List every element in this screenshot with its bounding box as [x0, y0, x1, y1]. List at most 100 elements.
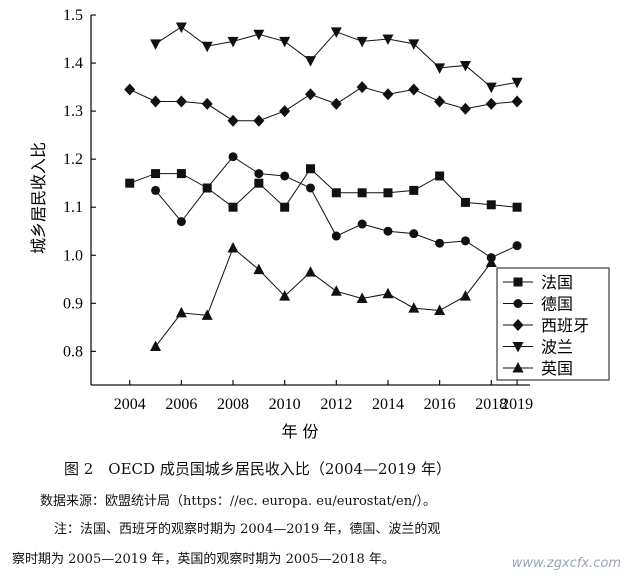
- legend-marker: [513, 277, 523, 287]
- series-line: [155, 247, 492, 347]
- data-point: [383, 188, 393, 198]
- x-tick-label: 2014: [372, 396, 404, 413]
- figure-caption: 图 2 OECD 成员国城乡居民收入比（2004—2019 年）: [64, 460, 451, 478]
- data-point: [305, 88, 316, 101]
- data-point: [151, 185, 161, 195]
- x-tick-label: 2006: [165, 396, 197, 413]
- data-point: [460, 236, 470, 246]
- data-point: [511, 77, 523, 89]
- legend-marker: [512, 362, 524, 373]
- data-point: [125, 178, 135, 188]
- x-axis-label: 年 份: [281, 422, 318, 441]
- data-point: [202, 183, 212, 193]
- data-point: [357, 188, 367, 198]
- x-tick-label: 2016: [424, 396, 456, 413]
- data-point: [459, 60, 471, 72]
- y-tick-label: 1.3: [63, 103, 83, 120]
- data-point: [511, 95, 523, 108]
- data-point: [434, 95, 446, 108]
- data-point: [279, 290, 291, 301]
- data-point: [150, 340, 162, 352]
- data-point: [280, 171, 290, 181]
- data-point: [485, 82, 497, 94]
- data-point: [227, 36, 239, 48]
- data-point: [150, 95, 162, 108]
- data-point: [382, 287, 394, 299]
- y-tick-label: 1.2: [63, 151, 83, 168]
- data-point: [460, 197, 470, 207]
- legend-label: 西班牙: [541, 316, 589, 335]
- data-point: [435, 171, 445, 181]
- data-point: [253, 263, 265, 275]
- data-point: [383, 226, 393, 236]
- data-point: [408, 83, 420, 96]
- data-point: [435, 238, 445, 248]
- note-text-line-2: 察时期为 2005—2019 年，英国的观察时期为 2005—2018 年。: [12, 552, 395, 567]
- data-point: [254, 178, 264, 188]
- data-point: [306, 164, 315, 174]
- data-point: [254, 169, 264, 179]
- data-point: [459, 290, 471, 301]
- watermark-text: www.zgxcfx.com: [511, 556, 621, 571]
- data-point: [227, 114, 239, 127]
- legend-label: 法国: [541, 273, 573, 292]
- data-point: [356, 36, 368, 48]
- data-point: [228, 152, 238, 162]
- data-point: [330, 97, 342, 110]
- data-point: [227, 242, 239, 253]
- data-point: [253, 114, 265, 127]
- data-point: [408, 302, 420, 313]
- legend-label: 波兰: [541, 338, 573, 357]
- data-point: [279, 105, 291, 118]
- data-point: [382, 88, 394, 101]
- data-point: [485, 256, 497, 267]
- data-point: [434, 304, 446, 316]
- y-tick-label: 1.5: [63, 7, 83, 24]
- data-point: [356, 81, 368, 94]
- data-point: [280, 202, 290, 212]
- data-point: [331, 231, 341, 241]
- x-tick-label: 2019: [501, 396, 533, 413]
- y-tick-label: 1.0: [63, 247, 83, 264]
- y-axis-label: 城乡居民收入比: [29, 142, 48, 254]
- data-point: [228, 202, 238, 212]
- data-point: [201, 41, 213, 53]
- data-point: [253, 29, 265, 41]
- x-tick-label: 2008: [217, 396, 249, 413]
- data-point: [330, 285, 342, 296]
- data-point: [176, 169, 186, 179]
- x-tick-label: 2018: [475, 396, 507, 413]
- series-line: [129, 168, 518, 208]
- legend-label: 英国: [541, 359, 573, 378]
- data-point: [434, 63, 446, 74]
- data-point: [279, 36, 291, 48]
- data-point: [356, 292, 368, 304]
- legend-label: 德国: [541, 295, 573, 314]
- data-point: [382, 34, 394, 46]
- series-triangle-up: [150, 242, 497, 352]
- data-point: [305, 56, 316, 67]
- legend-marker: [513, 299, 523, 308]
- series-triangle-down: [150, 22, 523, 94]
- x-tick-label: 2010: [269, 396, 301, 413]
- data-point: [150, 39, 162, 50]
- data-point: [201, 309, 213, 320]
- series-line: [129, 86, 518, 122]
- note-text-line-1: 注：法国、西班牙的观察时期为 2004—2019 年，德国、波兰的观: [54, 522, 441, 537]
- data-point: [357, 219, 367, 229]
- data-point: [176, 217, 186, 227]
- data-point: [201, 97, 213, 110]
- data-point: [175, 22, 187, 34]
- series-square: [125, 164, 522, 212]
- y-tick-label: 1.1: [63, 199, 83, 216]
- data-point: [409, 185, 419, 195]
- data-point: [305, 266, 316, 277]
- data-point: [175, 95, 187, 108]
- source-note: 数据来源：欧盟统计局（https：//ec. europa. eu/eurost…: [40, 494, 437, 509]
- y-tick-label: 0.9: [63, 295, 83, 312]
- data-point: [331, 188, 341, 198]
- x-tick-label: 2004: [114, 396, 146, 413]
- data-point: [512, 202, 522, 212]
- legend-marker: [512, 319, 524, 331]
